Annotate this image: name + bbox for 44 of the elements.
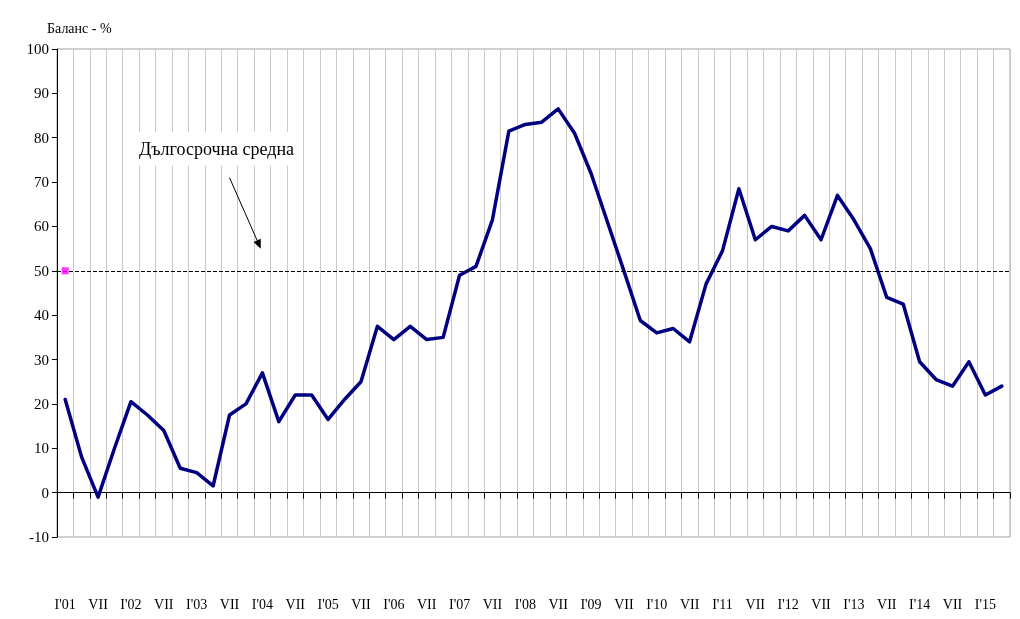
x-tick-label: I'15 bbox=[974, 596, 996, 612]
x-tick-label: VII bbox=[285, 596, 306, 612]
y-tick-label: 10 bbox=[34, 440, 49, 457]
y-tick-label: 60 bbox=[34, 218, 49, 235]
x-tick-label: I'11 bbox=[712, 596, 733, 612]
x-tick-label: VII bbox=[154, 596, 174, 612]
y-tick-label: 90 bbox=[34, 85, 49, 102]
y-tick-label: -10 bbox=[29, 529, 49, 545]
x-tick-label: I'08 bbox=[514, 596, 536, 612]
x-tick-label: I'13 bbox=[843, 596, 865, 612]
x-tick-label: I'04 bbox=[251, 596, 273, 612]
x-tick-label: VII bbox=[351, 596, 372, 612]
x-tick-label: VII bbox=[219, 596, 240, 612]
y-tick-label: 20 bbox=[34, 395, 49, 412]
y-tick-label: 100 bbox=[26, 41, 49, 57]
y-tick-label: 80 bbox=[34, 129, 49, 146]
x-tick-label: I'03 bbox=[186, 596, 208, 612]
x-tick-label: VII bbox=[877, 596, 897, 612]
x-tick-label: I'12 bbox=[777, 596, 799, 612]
x-tick-label: VII bbox=[811, 596, 832, 612]
x-tick-label: I'06 bbox=[383, 596, 405, 612]
x-tick-label: VII bbox=[745, 596, 766, 612]
y-tick-label: 50 bbox=[34, 262, 49, 279]
x-tick-label: VII bbox=[942, 596, 963, 612]
ref-line-label: Дългосрочна средна bbox=[138, 138, 295, 159]
x-tick-label: VII bbox=[614, 596, 634, 612]
line-series bbox=[63, 107, 1004, 499]
x-tick-label: I'10 bbox=[646, 596, 668, 612]
y-tick-label: 40 bbox=[34, 307, 49, 324]
y-tick-label: 30 bbox=[34, 351, 49, 368]
x-tick-label: I'14 bbox=[909, 596, 931, 612]
x-tick-label: VII bbox=[416, 596, 437, 612]
x-tick-label: I'01 bbox=[54, 596, 76, 612]
x-tick-label: I'09 bbox=[580, 596, 602, 612]
y-axis-title: Баланс - % bbox=[47, 20, 112, 36]
x-tick-label: I'02 bbox=[120, 596, 142, 612]
x-tick-label: VII bbox=[548, 596, 569, 612]
x-tick-label: VII bbox=[679, 596, 700, 612]
y-tick-label: 0 bbox=[41, 484, 49, 501]
y-tick-label: 70 bbox=[34, 174, 49, 191]
x-tick-label: VII bbox=[88, 596, 109, 612]
x-tick-label: VII bbox=[482, 596, 503, 612]
x-tick-label: I'05 bbox=[317, 596, 339, 612]
x-tick-label: I'07 bbox=[448, 596, 471, 612]
